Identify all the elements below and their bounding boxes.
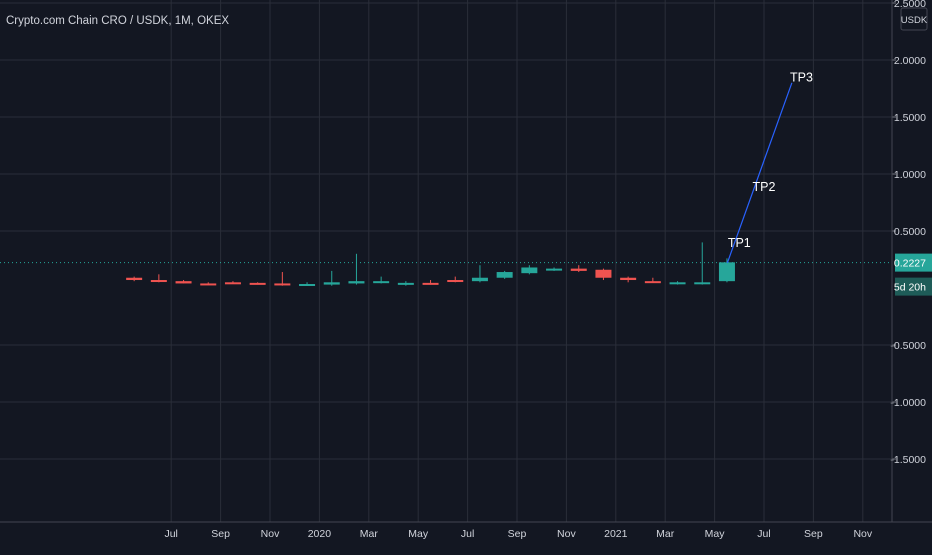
candle-body <box>126 277 143 281</box>
y-tick-label: 2.0000 <box>894 55 926 67</box>
candle-body <box>200 283 217 286</box>
candle-body <box>422 282 439 285</box>
candle-body <box>150 280 167 283</box>
countdown-label: 5d 20h <box>894 282 926 294</box>
price-labels: 0.2227 5d 20h <box>894 253 932 296</box>
grid-lines <box>0 0 892 522</box>
last-price-label: 0.2227 <box>894 258 926 270</box>
candle-body <box>397 282 414 285</box>
candle-body <box>249 282 266 285</box>
candle-body <box>323 282 340 285</box>
currency-badge[interactable]: USDK <box>900 7 928 31</box>
y-tick-label: 1.0000 <box>894 169 926 181</box>
candle-body <box>496 272 513 278</box>
candle-body <box>299 284 316 287</box>
candle-body <box>570 268 587 271</box>
candle-body <box>274 283 291 286</box>
y-tick-label: 0.5000 <box>894 226 926 238</box>
candle-body <box>546 268 563 271</box>
y-tick-label: 2.5000 <box>894 0 926 10</box>
candle-body <box>224 282 241 285</box>
candle-body <box>471 277 488 282</box>
x-tick-label: Mar <box>360 528 379 540</box>
y-tick-label: -1.5000 <box>890 454 926 466</box>
candle-body <box>644 281 661 284</box>
candle-body <box>669 282 686 285</box>
candle-body <box>718 262 735 282</box>
candle-body <box>694 282 711 285</box>
y-tick-label: 1.5000 <box>894 112 926 124</box>
x-tick-label: Jul <box>461 528 474 540</box>
annotation-tp3[interactable]: TP3 <box>790 71 813 85</box>
candles <box>126 242 735 287</box>
drawings: TP1 TP2 TP3 <box>0 71 892 264</box>
x-tick-label: Sep <box>211 528 230 540</box>
candle-body <box>521 267 538 274</box>
candle-body <box>595 269 612 278</box>
candle-body <box>373 281 390 284</box>
x-tick-label: Sep <box>804 528 823 540</box>
x-tick-label: Sep <box>508 528 527 540</box>
currency-badge-frame <box>900 7 928 31</box>
candle-body <box>447 280 464 283</box>
annotation-tp2[interactable]: TP2 <box>753 180 776 194</box>
trend-line[interactable] <box>726 82 793 264</box>
x-tick-label: 2020 <box>308 528 332 540</box>
annotation-tp1[interactable]: TP1 <box>728 236 751 250</box>
symbol-title: Crypto.com Chain CRO / USDK, 1M, OKEX <box>6 15 229 27</box>
y-tick-label: -0.5000 <box>890 340 926 352</box>
y-tick-label: -1.0000 <box>890 397 926 409</box>
candle-body <box>620 277 637 281</box>
last-price-label-bg <box>895 253 932 272</box>
x-tick-label: Nov <box>261 528 280 540</box>
countdown-label-bg <box>895 277 932 296</box>
x-tick-label: May <box>408 528 429 540</box>
candle-body <box>348 281 365 284</box>
x-tick-label: Jul <box>164 528 177 540</box>
axes: 2.5000 2.0000 1.5000 1.0000 0.5000 -0.5000 -1.… <box>0 0 932 540</box>
x-tick-label: Jul <box>757 528 770 540</box>
x-tick-label: May <box>705 528 726 540</box>
x-tick-label: Nov <box>557 528 576 540</box>
x-tick-label: 2021 <box>604 528 628 540</box>
currency-badge-text: USDK <box>901 15 928 26</box>
candle-body <box>175 281 192 284</box>
x-tick-label: Mar <box>656 528 675 540</box>
x-tick-label: Nov <box>853 528 872 540</box>
